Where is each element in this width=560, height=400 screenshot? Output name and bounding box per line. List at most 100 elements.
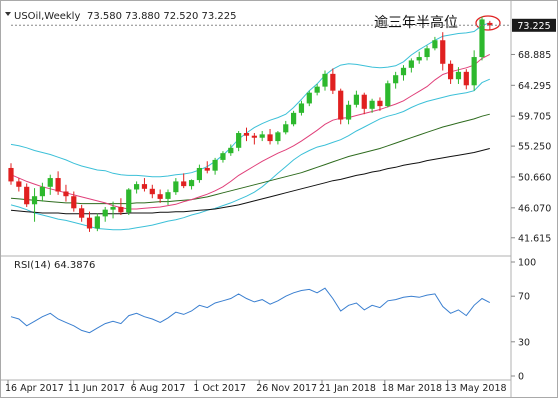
candles [8,16,493,232]
time-tick-label: 26 Nov 2017 [256,383,317,394]
candle [181,173,187,189]
candle [432,36,438,51]
candle [416,51,422,64]
candle [291,110,297,127]
time-tick-label: 16 Apr 2017 [5,383,64,394]
price-tick-label: 55.250 [518,142,551,153]
candle [385,80,391,108]
candle [259,131,265,142]
time-tick-label: 21 Jan 2018 [319,383,376,394]
ohlc-label: 73.580 73.880 72.520 73.225 [87,11,237,22]
time-axis-ticks: 16 Apr 2017 11 Jun 2017 6 Aug 2017 1 Oct 20… [5,380,507,394]
candle [71,191,77,212]
candle [63,184,69,202]
candle [251,133,257,145]
candle [471,50,477,91]
candle [455,67,462,84]
price-axis-ticks: 68.885 64.295 59.705 55.250 50.660 46.070 41.6… [511,50,551,244]
price-tick-label: 41.615 [518,233,551,244]
candle [94,213,100,232]
rsi-tick-label: 100 [518,258,536,269]
symbol-label: USOil,Weekly [14,11,80,22]
rsi-tick-label: 30 [518,337,530,348]
candle [267,128,273,145]
ma-green-line [10,113,490,205]
time-tick-label: 18 Mar 2018 [382,383,442,394]
price-tick-label: 50.660 [518,172,551,183]
candle [440,32,446,71]
rsi-label: RSI(14) 64.3876 [14,260,95,271]
bollinger-lower-line [10,78,490,231]
annotation-text: 逾三年半高位 [374,14,458,31]
candle [102,206,108,222]
moving-averages [10,53,491,215]
candle [283,120,289,135]
candle [330,68,336,95]
price-tick-label: 64.295 [518,81,551,92]
candle [236,131,242,152]
time-tick-label: 11 Jun 2017 [68,383,125,394]
candle [16,178,22,192]
candle [24,183,30,207]
candle [448,60,454,84]
candle [377,97,383,111]
candle [479,16,485,61]
rsi-tick-label: 70 [518,292,530,303]
time-tick-label: 6 Aug 2017 [131,383,186,394]
bollinger-bands [10,22,490,231]
candle [134,181,140,194]
candle [298,100,305,116]
current-price-tag: 73.225 [512,18,556,32]
candle [408,58,414,73]
time-tick-label: 1 Oct 2017 [193,383,246,394]
candle [31,188,38,222]
candle [322,70,328,91]
candle [196,164,202,183]
candle [126,188,132,216]
candle [55,171,61,195]
candle [188,179,195,190]
candle [487,20,493,31]
rsi-axis-ticks: 100 70 30 0 [511,258,536,383]
candle [306,90,312,107]
candle [39,182,45,202]
candle [86,211,93,232]
candle [47,174,53,195]
candle [157,189,163,203]
candle [212,157,218,175]
candle [110,201,116,219]
candle [393,71,399,89]
candle [338,88,344,125]
candle [400,65,407,81]
price-tick-label: 46.070 [518,203,551,214]
annotation-circle [475,15,501,31]
candle [353,90,359,108]
candle [149,184,155,199]
candle [173,178,179,195]
price-tick-label: 68.885 [518,50,551,61]
candle [79,204,85,222]
candle [424,45,430,61]
candle [345,100,352,125]
candle [243,127,250,142]
candle [141,178,148,192]
bollinger-upper-line [10,22,490,178]
candle [369,98,375,113]
chart-header: USOil,Weekly 73.580 73.880 72.520 73.225 [5,11,237,22]
rsi-tick-label: 0 [518,372,524,383]
ma-black-line [10,148,490,215]
rsi-line [10,287,491,334]
time-tick-label: 13 May 2018 [445,383,507,394]
candle [118,198,124,216]
candle [165,189,171,205]
header-arrow-icon [5,12,11,16]
ma-pink-line [10,53,491,210]
candle [204,161,210,174]
current-price-value: 73.225 [517,21,550,32]
price-tick-label: 59.705 [518,112,551,123]
candle [220,151,226,163]
candle [314,83,320,96]
candle [228,144,234,156]
